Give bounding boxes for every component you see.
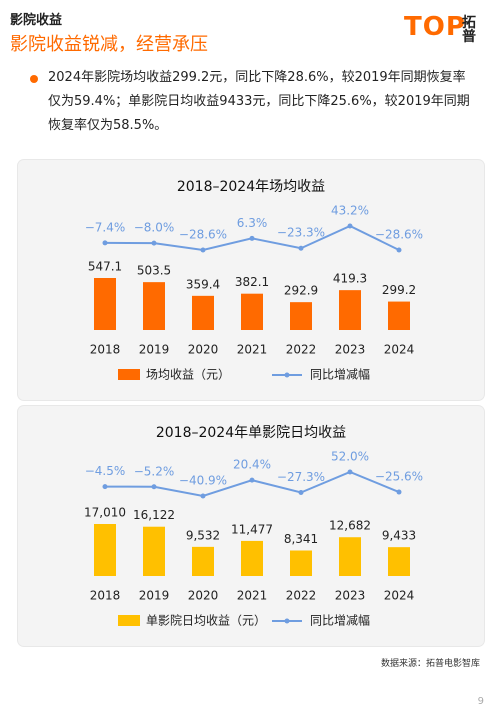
line-point <box>249 477 255 483</box>
line-point <box>396 489 402 495</box>
legend-label: 单影院日均收益（元） <box>146 614 266 628</box>
chart-title: 2018–2024年场均收益 <box>177 179 325 195</box>
legend-dot <box>284 372 290 378</box>
data-label: 359.4 <box>186 277 220 291</box>
data-label: −40.9% <box>179 474 227 488</box>
data-label: 292.9 <box>284 284 318 298</box>
legend-swatch <box>118 369 140 380</box>
bar <box>388 547 410 576</box>
x-tick-label: 2021 <box>237 589 268 603</box>
bar <box>388 301 410 330</box>
data-label: 17,010 <box>84 506 126 520</box>
x-tick-label: 2018 <box>90 343 121 357</box>
data-label: −23.3% <box>277 226 325 240</box>
line-point <box>151 240 157 246</box>
line-point <box>298 489 304 495</box>
logo-mark: TOP <box>404 12 466 42</box>
bar <box>241 540 263 576</box>
data-label: 299.2 <box>382 283 416 297</box>
x-tick-label: 2020 <box>188 589 219 603</box>
data-label: 16,122 <box>133 508 175 522</box>
data-label: −25.6% <box>375 470 423 484</box>
bar <box>143 282 165 330</box>
line-point <box>102 240 108 246</box>
x-tick-label: 2018 <box>90 589 121 603</box>
page-title: 影院收益锐减，经营承压 <box>10 34 208 55</box>
data-label: −5.2% <box>134 464 175 478</box>
x-tick-label: 2023 <box>335 343 366 357</box>
line-point <box>298 245 304 251</box>
bar <box>192 295 214 330</box>
line-point <box>102 484 108 490</box>
data-label: −7.4% <box>85 220 126 234</box>
data-label: 11,477 <box>231 522 273 536</box>
bullet-text: 2024年影院场均收益299.2元，同比下降28.6%，较2019年同期恢复率仅… <box>48 70 470 133</box>
x-tick-label: 2019 <box>139 589 170 603</box>
bar <box>290 302 312 330</box>
bullet-dot <box>30 75 38 83</box>
data-label: 20.4% <box>233 458 271 472</box>
line-point <box>249 235 255 241</box>
chart: 2018–2024年场均收益 2018 2019 2020 2021 2022 2023 20… <box>18 160 484 400</box>
bar <box>94 278 116 330</box>
data-label: 9,532 <box>186 528 220 542</box>
legend-dot <box>284 618 290 624</box>
bar <box>192 546 214 576</box>
bar <box>143 526 165 576</box>
legend-label: 同比增减幅 <box>310 613 370 628</box>
data-label: −28.6% <box>179 228 227 242</box>
data-label: 52.0% <box>331 450 369 464</box>
data-label: 382.1 <box>235 275 269 289</box>
data-label: 12,682 <box>329 519 371 533</box>
bar <box>94 524 116 576</box>
data-label: 503.5 <box>137 264 171 278</box>
x-tick-label: 2020 <box>188 343 219 357</box>
legend-label: 场均收益（元） <box>146 368 230 382</box>
line-point <box>200 247 206 253</box>
line-point <box>396 247 402 253</box>
data-label: 43.2% <box>331 204 369 218</box>
chart: 2018–2024年单影院日均收益 2018 2019 2020 2021 2022 202… <box>18 406 484 646</box>
x-tick-label: 2024 <box>384 589 415 603</box>
bar <box>290 550 312 576</box>
data-label: −27.3% <box>277 470 325 484</box>
x-tick-label: 2019 <box>139 343 170 357</box>
legend-label: 同比增减幅 <box>310 367 370 382</box>
line-point <box>200 493 206 499</box>
data-label: 9,433 <box>382 529 416 543</box>
data-label: 8,341 <box>284 532 318 546</box>
data-label: 419.3 <box>333 272 367 286</box>
bar <box>241 293 263 330</box>
legend-swatch <box>118 615 140 626</box>
line-point <box>347 223 353 229</box>
data-label: −8.0% <box>134 221 175 235</box>
data-label: −28.6% <box>375 228 423 242</box>
page-number: 9 <box>477 696 484 707</box>
x-tick-label: 2023 <box>335 589 366 603</box>
data-label: −4.5% <box>85 464 126 478</box>
x-tick-label: 2021 <box>237 343 268 357</box>
data-label: 547.1 <box>88 260 122 274</box>
bar <box>339 290 361 330</box>
x-tick-label: 2022 <box>286 343 317 357</box>
data-label: 6.3% <box>237 216 268 230</box>
bar <box>339 537 361 576</box>
line-point <box>347 469 353 475</box>
x-tick-label: 2022 <box>286 589 317 603</box>
x-tick-label: 2024 <box>384 343 415 357</box>
section-label: 影院收益 <box>10 13 63 28</box>
line-point <box>151 484 157 490</box>
logo-name: 拓普 <box>462 15 476 45</box>
source: 数据来源：拓普电影智库 <box>380 659 480 669</box>
chart-title: 2018–2024年单影院日均收益 <box>156 425 346 441</box>
